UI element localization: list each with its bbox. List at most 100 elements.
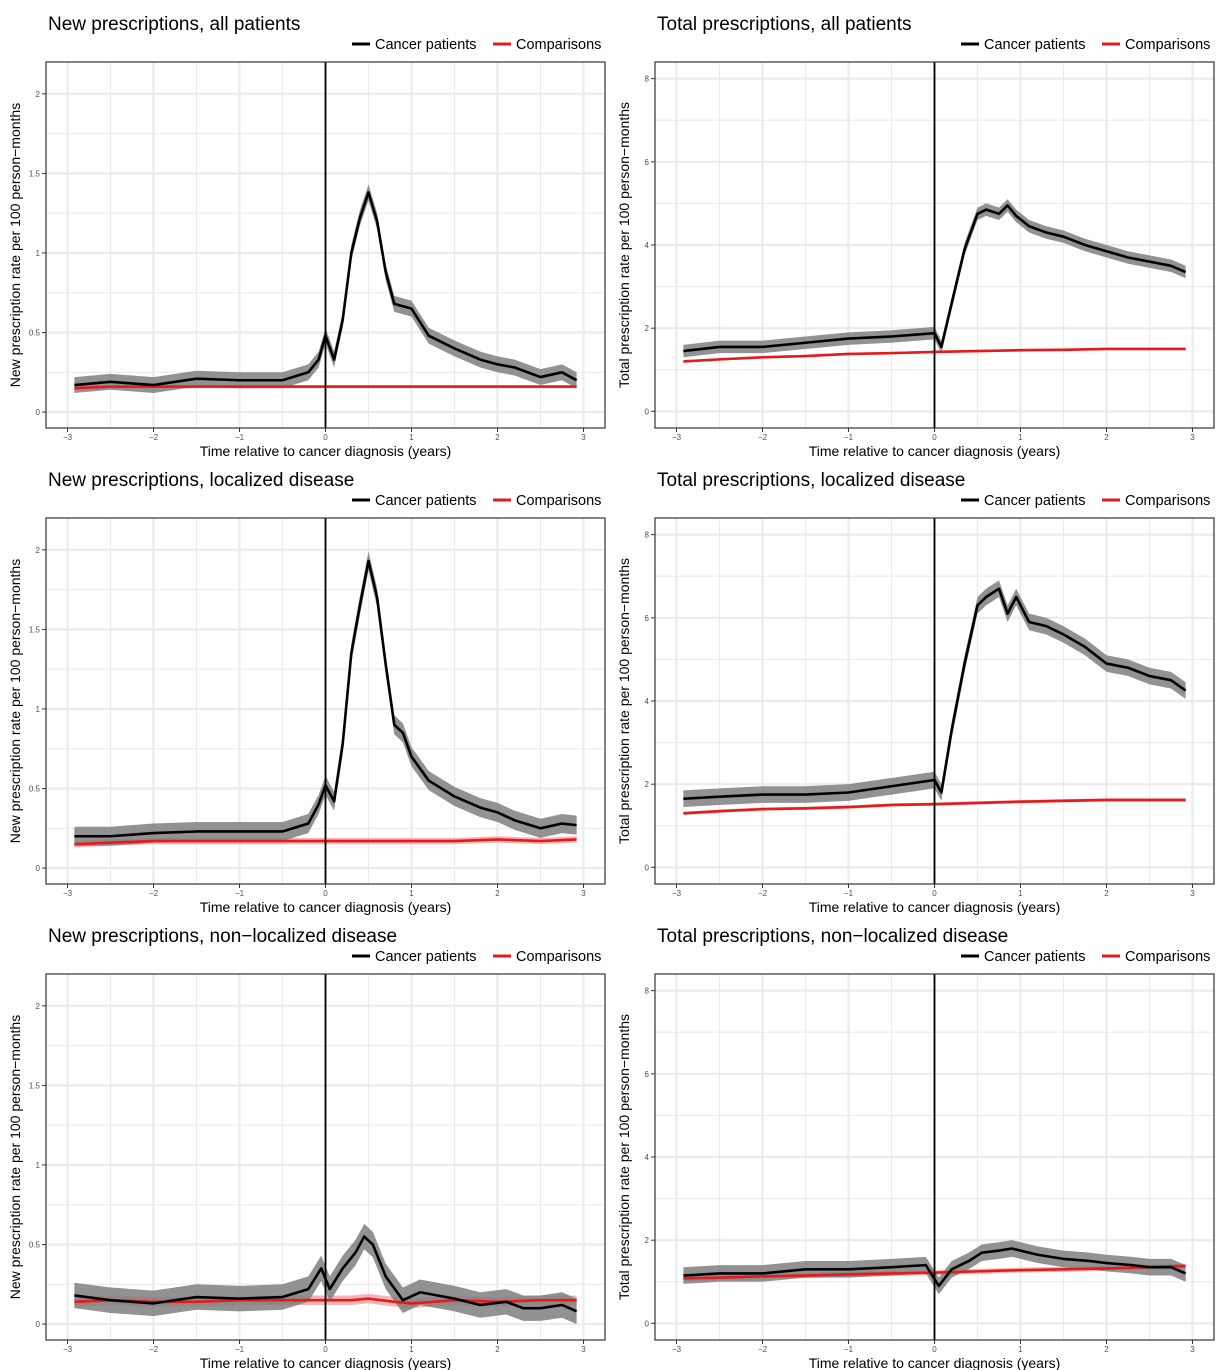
y-tick-label: 0.5 [29,785,41,794]
x-tick-label: −1 [844,889,854,898]
x-tick-label: −2 [149,1345,159,1354]
y-tick-label: 2 [645,1236,650,1245]
x-tick-label: 3 [1190,889,1195,898]
legend-label-comparison: Comparisons [516,37,601,53]
y-tick-label: 0.5 [29,1241,41,1250]
panel-title: New prescriptions, non−localized disease [48,926,397,947]
x-tick-label: 0 [323,889,328,898]
panel-title: New prescriptions, localized disease [48,470,354,491]
x-tick-label: −2 [758,433,768,442]
x-tick-label: 3 [581,889,586,898]
y-tick-label: 2 [36,546,41,555]
x-tick-label: 0 [323,433,328,442]
panel-total-all: Total prescriptions, all patients Cancer … [609,0,1218,459]
x-axis-title: Time relative to cancer diagnosis (years… [809,1355,1061,1370]
y-axis-title: Total prescription rate per 100 person−m… [616,558,632,844]
y-tick-label: 6 [645,158,650,167]
x-tick-label: 2 [495,1345,500,1354]
y-tick-label: 2 [645,780,650,789]
x-axis-title: Time relative to cancer diagnosis (years… [200,899,452,915]
y-tick-label: 8 [645,75,650,84]
legend-label-cancer: Cancer patients [984,493,1086,509]
y-axis-title: New prescription rate per 100 person−mon… [7,1015,23,1299]
panel-new-nonlocalized: New prescriptions, non−localized disease… [0,912,609,1370]
y-axis-title: Total prescription rate per 100 person−m… [616,102,632,388]
x-tick-label: −3 [63,1345,73,1354]
x-axis-title: Time relative to cancer diagnosis (years… [809,899,1061,915]
legend-label-comparison: Comparisons [1125,37,1210,53]
legend-label-cancer: Cancer patients [375,37,477,53]
legend-label-comparison: Comparisons [1125,949,1210,965]
y-tick-label: 0 [36,864,41,873]
cancer-patients-line [74,1235,578,1313]
x-tick-label: −1 [235,1345,245,1354]
x-tick-label: −3 [63,889,73,898]
y-tick-label: 2 [645,324,650,333]
legend-label-comparison: Comparisons [516,949,601,965]
panel-title: Total prescriptions, localized disease [657,470,965,491]
panel-title: Total prescriptions, non−localized disea… [657,926,1008,947]
y-tick-label: 1 [36,1161,41,1170]
x-tick-label: 3 [581,433,586,442]
cancer-confidence-band [683,199,1186,358]
y-tick-label: 4 [645,241,650,250]
cancer-confidence-band [74,184,577,393]
cancer-patients-line [683,587,1187,801]
x-tick-label: −2 [758,1345,768,1354]
y-tick-label: 1 [36,705,41,714]
x-tick-label: −2 [149,433,159,442]
legend-label-cancer: Cancer patients [984,37,1086,53]
x-tick-label: 2 [1104,889,1109,898]
y-tick-label: 6 [645,1070,650,1079]
y-axis-title: New prescription rate per 100 person−mon… [7,559,23,843]
x-tick-label: −3 [672,1345,682,1354]
x-tick-label: 3 [1190,433,1195,442]
cancer-patients-line [683,1247,1187,1288]
x-tick-label: 1 [1018,1345,1023,1354]
y-tick-label: 0 [645,407,650,416]
cancer-patients-line [74,191,578,387]
panel-new-localized: New prescriptions, localized disease Canc… [0,456,609,915]
x-tick-label: 2 [1104,433,1109,442]
cancer-confidence-band [683,1240,1186,1295]
x-axis-title: Time relative to cancer diagnosis (years… [200,443,452,459]
x-tick-label: −1 [235,889,245,898]
x-tick-label: 1 [1018,889,1023,898]
y-tick-label: 6 [645,614,650,623]
x-tick-label: 0 [323,1345,328,1354]
y-tick-label: 2 [36,90,41,99]
panel-title: New prescriptions, all patients [48,14,300,35]
y-tick-label: 2 [36,1002,41,1011]
x-tick-label: −1 [844,1345,854,1354]
y-axis-title: Total prescription rate per 100 person−m… [616,1014,632,1300]
panel-total-localized: Total prescriptions, localized disease Ca… [609,456,1218,915]
legend-label-cancer: Cancer patients [375,493,477,509]
y-tick-label: 4 [645,1153,650,1162]
x-tick-label: −3 [672,889,682,898]
y-tick-label: 1.5 [29,169,41,178]
cancer-confidence-band [683,580,1186,808]
legend-label-comparison: Comparisons [516,493,601,509]
y-tick-label: 0 [36,1320,41,1329]
legend-label-cancer: Cancer patients [375,949,477,965]
legend-label-cancer: Cancer patients [984,949,1086,965]
legend-label-comparison: Comparisons [1125,493,1210,509]
x-tick-label: 0 [932,1345,937,1354]
x-tick-label: −3 [672,433,682,442]
x-tick-label: −2 [149,889,159,898]
y-tick-label: 0 [645,1319,650,1328]
x-tick-label: −3 [63,433,73,442]
y-tick-label: 4 [645,697,650,706]
x-tick-label: 1 [409,433,414,442]
x-tick-label: 3 [1190,1345,1195,1354]
cancer-patients-line [683,204,1187,353]
panel-total-nonlocalized: Total prescriptions, non−localized disea… [609,912,1218,1370]
x-tick-label: −1 [844,433,854,442]
y-tick-label: 1 [36,249,41,258]
y-tick-label: 0 [645,863,650,872]
x-tick-label: 1 [1018,433,1023,442]
x-tick-label: 3 [581,1345,586,1354]
x-tick-label: 2 [495,889,500,898]
x-tick-label: 1 [409,889,414,898]
y-tick-label: 0.5 [29,329,41,338]
